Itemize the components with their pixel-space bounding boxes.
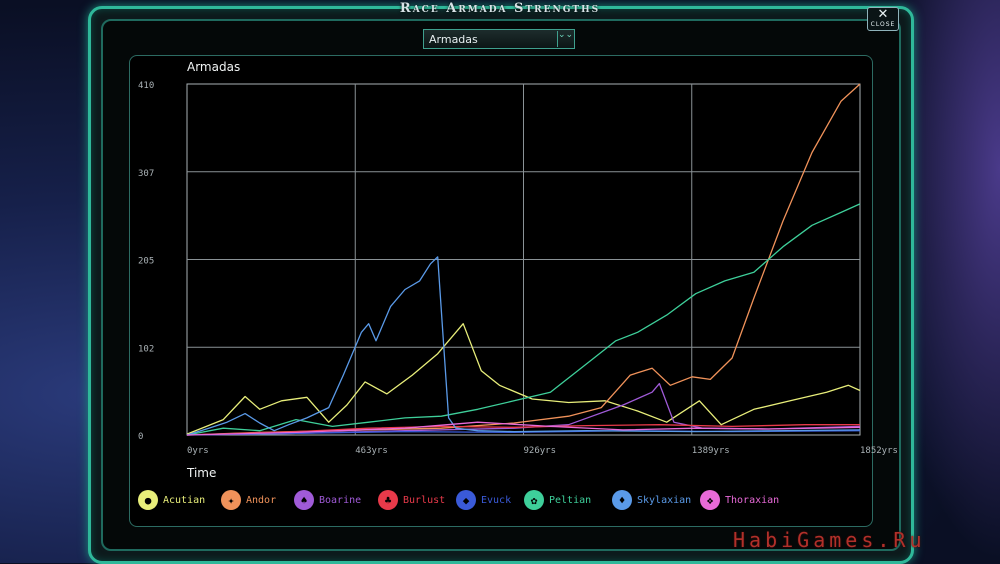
peltian-icon: ✿ (524, 490, 544, 510)
skylaxian-icon: ♦ (612, 490, 632, 510)
series-line-acutian (186, 323, 861, 435)
burlust-icon: ♣ (378, 490, 398, 510)
category-dropdown[interactable]: Armadas ⌄⌄ (423, 29, 575, 49)
close-label: CLOSE (870, 21, 896, 28)
chart-panel (129, 55, 873, 527)
x-tick-label: 926yrs (524, 446, 557, 456)
armada-line-chart: 0 102 205 307 410 0yrs 463yrs 926yrs 1389yrs 1852… (138, 81, 898, 456)
legend-item-burlust[interactable]: ♣ Burlust (378, 488, 445, 512)
legend-label: Evuck (481, 494, 512, 506)
legend-label: Boarine (319, 494, 362, 506)
legend-label: Burlust (403, 494, 446, 506)
series-line-andor (186, 83, 861, 436)
y-tick-label: 102 (138, 344, 154, 354)
chevron-down-icon: ⌄⌄ (557, 31, 573, 47)
legend-label: Andor (246, 494, 277, 506)
close-button[interactable]: ✕ CLOSE (867, 7, 899, 31)
y-tick-label: 205 (138, 257, 154, 267)
close-icon: ✕ (877, 7, 889, 22)
x-axis-title: Time (187, 466, 217, 480)
legend-item-evuck[interactable]: ◆ Evuck (456, 488, 511, 512)
evuck-icon: ◆ (456, 490, 476, 510)
series-line-peltian (186, 203, 861, 436)
y-tick-label: 410 (138, 81, 154, 91)
legend-item-boarine[interactable]: ♠ Boarine (294, 488, 361, 512)
legend-item-andor[interactable]: ✦ Andor (221, 488, 276, 512)
window-title: Race Armada Strengths (399, 1, 601, 16)
series-line-skylaxian (186, 256, 861, 436)
acutian-icon: ● (138, 490, 158, 510)
y-tick-label: 0 (138, 432, 143, 442)
chart-legend: ● Acutian ✦ Andor ♠ Boarine ♣ Burlust ◆ Evuck ✿ Pel… (138, 488, 898, 514)
legend-item-peltian[interactable]: ✿ Peltian (524, 488, 591, 512)
legend-item-thoraxian[interactable]: ❖ Thoraxian (700, 488, 779, 512)
x-tick-label: 0yrs (187, 446, 209, 456)
chart-title: Armadas (187, 60, 241, 74)
legend-label: Acutian (163, 494, 206, 506)
series-line-thoraxian (186, 421, 861, 436)
boarine-icon: ♠ (294, 490, 314, 510)
x-tick-label: 1389yrs (692, 446, 730, 456)
x-tick-label: 1852yrs (860, 446, 898, 456)
legend-label: Skylaxian (637, 494, 692, 506)
andor-icon: ✦ (221, 490, 241, 510)
watermark: HabiGames.Ru (733, 528, 926, 552)
legend-item-acutian[interactable]: ● Acutian (138, 488, 205, 512)
legend-item-skylaxian[interactable]: ♦ Skylaxian (612, 488, 691, 512)
thoraxian-icon: ❖ (700, 490, 720, 510)
legend-label: Thoraxian (725, 494, 780, 506)
legend-label: Peltian (549, 494, 592, 506)
x-tick-label: 463yrs (355, 446, 388, 456)
y-tick-label: 307 (138, 169, 154, 179)
dropdown-selected-value: Armadas (429, 33, 478, 46)
